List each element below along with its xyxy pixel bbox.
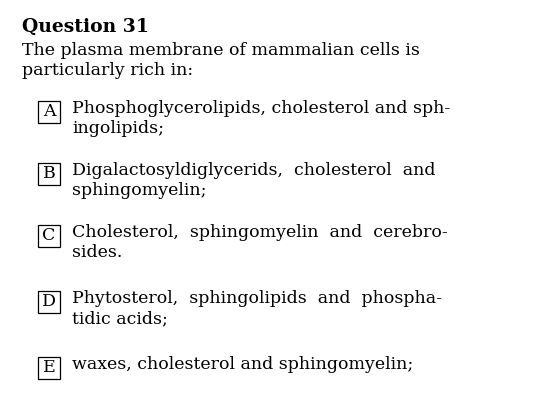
Text: sides.: sides. <box>72 244 122 261</box>
Text: Digalactosyldiglycerids,  cholesterol  and: Digalactosyldiglycerids, cholesterol and <box>72 162 436 179</box>
Text: B: B <box>43 166 56 183</box>
Text: sphingomyelin;: sphingomyelin; <box>72 182 206 199</box>
Text: The plasma membrane of mammalian cells is: The plasma membrane of mammalian cells i… <box>22 42 420 59</box>
Text: Cholesterol,  sphingomyelin  and  cerebro-: Cholesterol, sphingomyelin and cerebro- <box>72 224 448 241</box>
Text: ingolipids;: ingolipids; <box>72 120 164 137</box>
Text: A: A <box>43 104 56 121</box>
Text: tidic acids;: tidic acids; <box>72 310 168 327</box>
Text: waxes, cholesterol and sphingomyelin;: waxes, cholesterol and sphingomyelin; <box>72 356 413 373</box>
Bar <box>38 225 60 247</box>
Text: Phytosterol,  sphingolipids  and  phospha-: Phytosterol, sphingolipids and phospha- <box>72 290 442 307</box>
Bar <box>38 101 60 123</box>
Bar <box>38 357 60 379</box>
Text: particularly rich in:: particularly rich in: <box>22 62 193 79</box>
Text: Phosphoglycerolipids, cholesterol and sph-: Phosphoglycerolipids, cholesterol and sp… <box>72 100 450 117</box>
Bar <box>38 163 60 185</box>
Bar <box>38 291 60 313</box>
Text: D: D <box>42 294 56 310</box>
Text: Question 31: Question 31 <box>22 18 149 36</box>
Text: C: C <box>42 228 56 245</box>
Text: E: E <box>43 359 56 376</box>
